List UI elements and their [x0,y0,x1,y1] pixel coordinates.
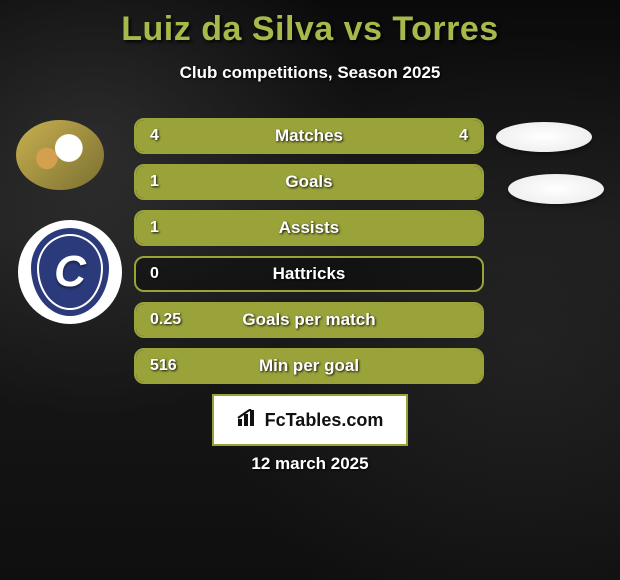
footer-brand-badge[interactable]: FcTables.com [212,394,408,446]
stat-label: Matches [136,120,482,152]
stat-row-goals: 1 Goals [134,164,484,200]
stats-table: 4 Matches 4 1 Goals 1 Assists 0 Hattrick… [134,118,484,394]
club-badge-left: C [18,220,122,324]
stat-value-right: 4 [459,120,468,152]
page-title: Luiz da Silva vs Torres [0,10,620,49]
stat-row-goals-per-match: 0.25 Goals per match [134,302,484,338]
player-avatar-left [16,120,104,190]
club-badge-letter: C [31,228,109,316]
stat-row-hattricks: 0 Hattricks [134,256,484,292]
player-avatar-right-2 [508,174,604,204]
date-text: 12 march 2025 [0,454,620,474]
container: Luiz da Silva vs Torres Club competition… [0,0,620,580]
stat-label: Goals [136,166,482,198]
stat-label: Assists [136,212,482,244]
stat-row-assists: 1 Assists [134,210,484,246]
stat-label: Hattricks [136,258,482,290]
subtitle: Club competitions, Season 2025 [0,63,620,83]
stat-row-min-per-goal: 516 Min per goal [134,348,484,384]
footer-brand-text: FcTables.com [265,410,384,431]
chart-icon [237,409,259,432]
stat-label: Goals per match [136,304,482,336]
stat-label: Min per goal [136,350,482,382]
player-avatar-right-1 [496,122,592,152]
stat-row-matches: 4 Matches 4 [134,118,484,154]
